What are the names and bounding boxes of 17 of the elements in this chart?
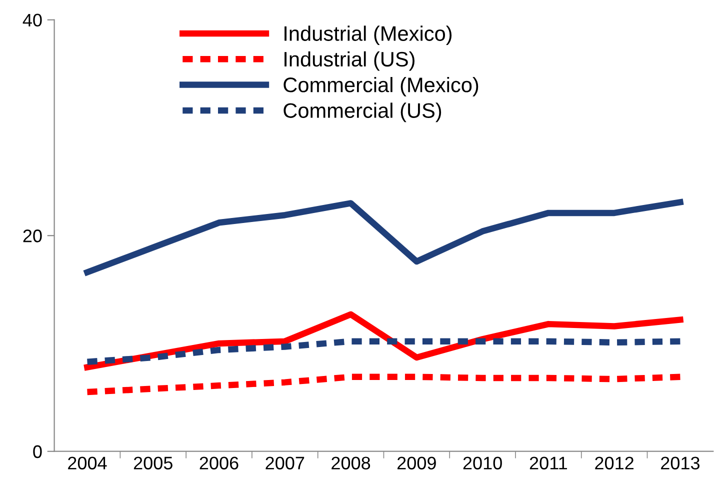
x-tick-label: 2005 [134, 456, 172, 470]
x-tick-label: 2012 [595, 456, 634, 470]
legend-label: Industrial (Mexico) [284, 26, 452, 46]
x-tick-label: 2013 [661, 456, 700, 470]
x-tick-label: 2011 [530, 456, 567, 470]
legend-label: Industrial (US) [284, 51, 414, 71]
x-tick-label: 2010 [463, 456, 502, 470]
x-tick-label: 2007 [266, 456, 304, 470]
legend-label: Commercial (US) [284, 102, 442, 122]
x-tick-label: 2009 [397, 456, 436, 470]
y-tick-label: 40 [22, 14, 42, 27]
x-tick-label: 2004 [68, 456, 107, 470]
x-tick-label: 2008 [332, 456, 370, 470]
legend-label: Commercial (Mexico) [284, 76, 478, 96]
x-tick-label: 2006 [200, 456, 238, 470]
y-tick-label: 20 [23, 230, 42, 242]
y-tick-label: 0 [33, 445, 42, 458]
